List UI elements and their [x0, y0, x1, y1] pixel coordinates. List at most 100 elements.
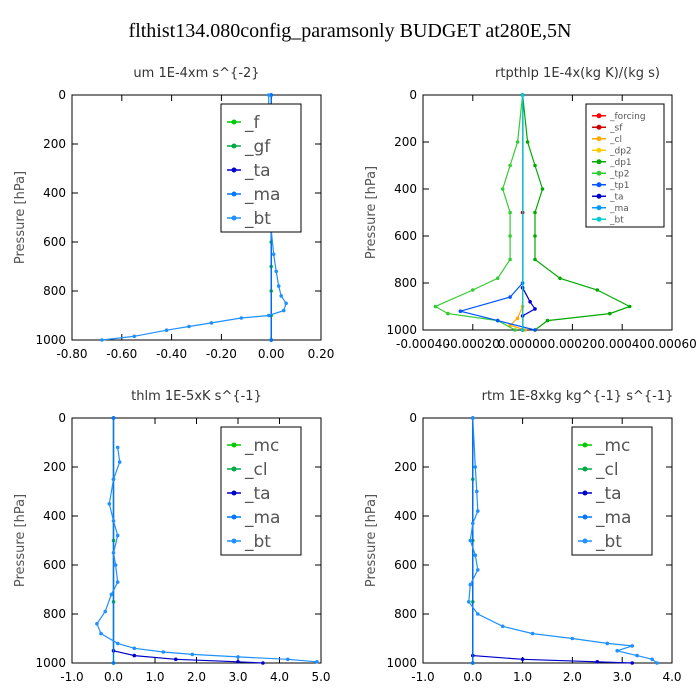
x-tick-label: 0.00040	[597, 337, 647, 351]
data-point	[286, 657, 290, 662]
data-point	[473, 553, 478, 557]
data-point	[117, 460, 122, 464]
data-point	[608, 311, 612, 316]
legend-label: _bt	[609, 215, 624, 225]
data-point	[533, 234, 537, 238]
plot-frame	[422, 94, 673, 331]
data-point	[132, 334, 137, 339]
data-point	[239, 316, 244, 320]
x-tick-label: 0.0	[104, 670, 123, 684]
series-bt	[467, 416, 659, 665]
data-point	[533, 210, 537, 215]
legend-marker	[231, 442, 237, 448]
data-point	[655, 661, 659, 665]
legend-marker	[582, 514, 588, 520]
data-point	[111, 477, 116, 482]
data-point	[446, 311, 450, 316]
legend-label: _forcing	[609, 112, 646, 122]
plot-frame	[422, 417, 673, 664]
y-tick-label: 800	[43, 607, 66, 621]
x-tick-label: 3.0	[228, 670, 247, 684]
legend-marker	[596, 113, 602, 119]
x-tick-label: 4.0	[270, 670, 289, 684]
legend-label: _ma	[595, 508, 631, 528]
data-point	[281, 308, 286, 313]
data-point	[236, 660, 240, 664]
data-point	[495, 318, 500, 323]
data-point	[115, 533, 120, 538]
data-point	[473, 465, 478, 469]
data-point	[276, 284, 281, 288]
legend-label: _bt	[244, 209, 271, 229]
legend: _mc _cl _ta _ma _bt	[571, 426, 653, 556]
data-point	[476, 509, 480, 513]
chart-panel-3: thlm 1E-5xK s^{-1} Pressure [hPa] 0 200 400 6…	[13, 389, 331, 684]
legend-marker	[596, 159, 602, 165]
data-point	[164, 328, 169, 333]
panel-title: thlm 1E-5xK s^{-1}	[131, 389, 262, 404]
data-point	[236, 655, 240, 659]
y-tick-label: 400	[394, 509, 417, 523]
data-point	[508, 257, 512, 262]
data-point	[132, 646, 137, 651]
x-tick-label: 0.20	[308, 347, 335, 361]
legend-marker	[596, 182, 602, 188]
data-point	[115, 641, 120, 646]
legend-marker	[231, 167, 237, 173]
data-point	[533, 257, 537, 262]
data-point	[100, 338, 104, 342]
data-point	[113, 563, 118, 567]
data-point	[115, 445, 120, 450]
data-point	[190, 652, 195, 657]
data-point	[103, 609, 107, 614]
legend-label: _sf	[609, 123, 623, 133]
series-line	[468, 417, 658, 664]
y-tick-label: 800	[394, 607, 417, 621]
data-point	[508, 234, 512, 238]
legend-marker	[231, 119, 237, 125]
y-tick-label: 1000	[386, 656, 417, 670]
data-point	[458, 309, 463, 314]
data-point	[471, 288, 475, 292]
chart-panel-1: um 1E-4xm s^{-2} Pressure [hPa] 0 200 400 600…	[13, 66, 334, 361]
data-point	[533, 163, 537, 168]
data-point	[558, 276, 562, 281]
data-point	[520, 328, 525, 332]
legend: _f _gf _ta _ma _bt	[220, 103, 302, 233]
y-tick-label: 1000	[386, 323, 417, 337]
legend-marker	[596, 205, 602, 211]
x-tick-label: 0.0	[463, 670, 482, 684]
x-tick-label: -0.80	[56, 347, 87, 361]
series-ma	[111, 416, 116, 665]
legend-label: _cl	[609, 135, 622, 145]
data-point	[605, 641, 610, 646]
legend-marker	[231, 514, 237, 520]
legend-label: _bt	[244, 532, 271, 552]
y-tick-label: 600	[394, 558, 417, 572]
data-point	[545, 318, 550, 323]
x-tick-label: -0.00020	[446, 337, 500, 351]
legend-marker	[596, 193, 602, 199]
data-point	[520, 93, 525, 97]
y-axis-label: Pressure [hPa]	[364, 166, 379, 259]
data-point	[530, 631, 535, 636]
data-point	[540, 187, 545, 191]
data-point	[95, 622, 99, 626]
data-point	[595, 288, 600, 292]
data-point	[476, 612, 480, 616]
legend-label: _ta	[609, 192, 624, 202]
data-point	[523, 328, 527, 332]
legend-label: _mc	[244, 436, 279, 456]
legend-marker	[231, 490, 237, 496]
legend-marker	[231, 466, 237, 472]
legend-label: _tp2	[609, 169, 629, 179]
y-tick-label: 600	[394, 229, 417, 243]
data-point	[132, 653, 137, 658]
x-tick-label: -0.60	[106, 347, 137, 361]
data-point	[269, 93, 274, 97]
data-point	[161, 650, 166, 654]
legend-label: _gf	[244, 137, 271, 157]
y-tick-label: 1000	[35, 656, 66, 670]
legend-marker	[231, 191, 237, 197]
data-point	[471, 521, 475, 526]
